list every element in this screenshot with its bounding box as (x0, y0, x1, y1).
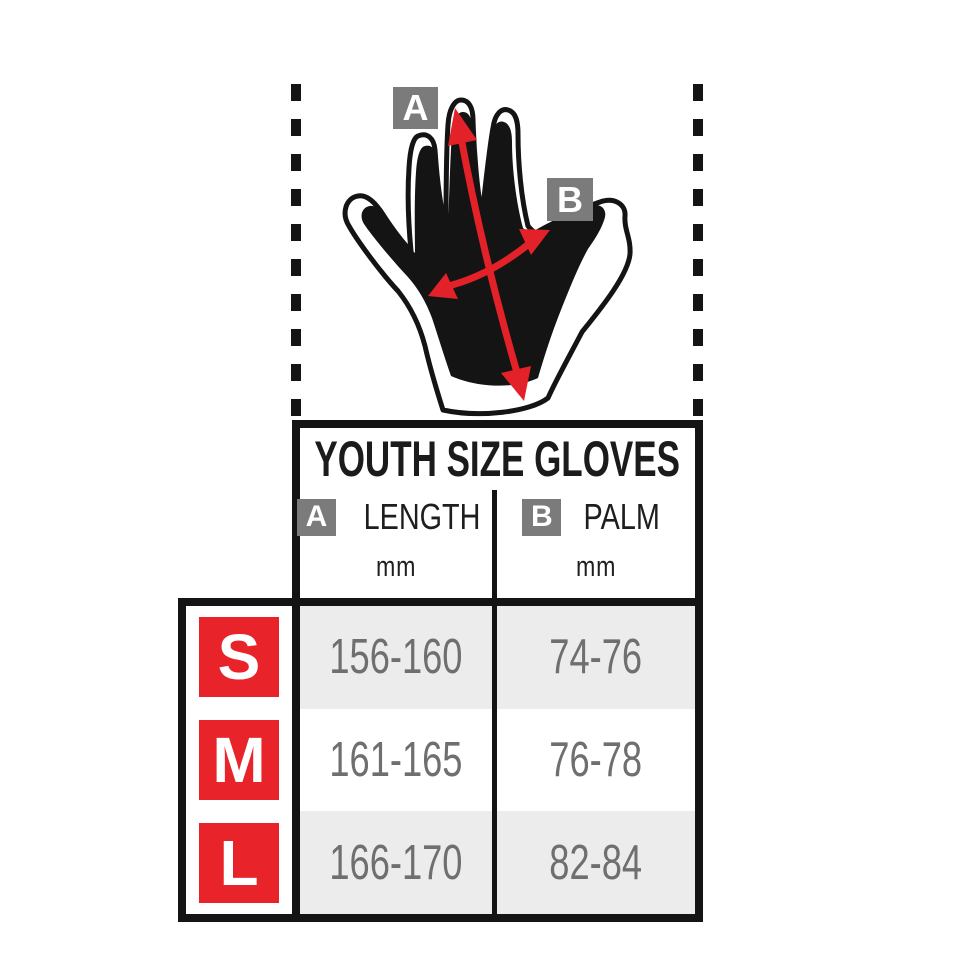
length-arrow-head-bottom (501, 366, 531, 401)
column-header-palm-label: B PALM (522, 496, 669, 538)
column-a-unit: mm (375, 551, 417, 583)
column-a-badge: A (296, 498, 336, 536)
length-arrow-shaft (456, 131, 522, 377)
table-row-m: 161-165 76-78 (300, 708, 695, 812)
table-title-text: YOUTH SIZE GLOVES (314, 431, 681, 487)
dashed-guide-right (693, 84, 703, 420)
measurement-label-a: A (393, 87, 438, 129)
size-badge-m: M (199, 720, 279, 800)
column-b-badge: B (522, 498, 562, 536)
cell-s-length: 156-160 (300, 606, 497, 709)
table-body: 156-160 74-76 161-165 76-78 166-170 82-8… (300, 606, 695, 915)
size-row-l: L (186, 811, 292, 914)
hand-measurement-illustration (342, 97, 633, 417)
cell-l-palm: 82-84 (497, 811, 695, 914)
cell-s-palm-value: 74-76 (549, 630, 643, 685)
palm-arrow-head-right (519, 229, 550, 255)
palm-arrow-head-left (428, 273, 458, 299)
column-b-unit: mm (575, 551, 617, 583)
cell-m-palm: 76-78 (497, 709, 695, 812)
cell-m-palm-value: 76-78 (549, 733, 643, 787)
cell-m-length: 161-165 (300, 708, 497, 812)
cell-l-length-value: 166-170 (329, 835, 463, 890)
table-title: YOUTH SIZE GLOVES (300, 428, 695, 490)
column-header-palm: B PALM mm (497, 490, 695, 598)
palm-arrow-shaft (443, 240, 533, 291)
size-badges-column: S M L (178, 598, 300, 922)
size-badge-s: S (199, 617, 279, 698)
size-row-m: M (186, 709, 292, 812)
column-a-label: LENGTH (363, 496, 481, 537)
dashed-guide-left (291, 84, 301, 420)
cell-l-palm-value: 82-84 (549, 835, 643, 890)
table-row-s: 156-160 74-76 (300, 606, 695, 709)
column-header-length-label: A LENGTH (296, 496, 495, 538)
measurement-label-b: B (547, 178, 593, 221)
column-b-label: PALM (583, 496, 661, 537)
column-header-length: A LENGTH mm (296, 490, 497, 598)
cell-s-palm: 74-76 (497, 606, 695, 709)
length-arrow-head-top (448, 108, 477, 146)
size-badge-l: L (199, 822, 279, 903)
table-header: A LENGTH mm B PALM mm (296, 490, 695, 606)
size-row-s: S (186, 606, 292, 709)
table-row-l: 166-170 82-84 (300, 811, 695, 915)
cell-s-length-value: 156-160 (329, 630, 463, 685)
cell-l-length: 166-170 (300, 811, 497, 915)
cell-m-length-value: 161-165 (329, 733, 463, 787)
size-table: YOUTH SIZE GLOVES A LENGTH mm B PALM mm … (292, 420, 703, 922)
